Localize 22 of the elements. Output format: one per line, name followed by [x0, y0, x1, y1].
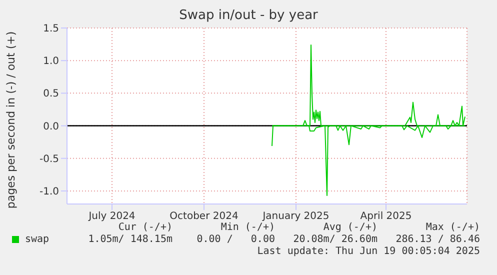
text: 1.05m/ 148.15m [87, 234, 172, 245]
legend-label: swap [25, 234, 50, 245]
text: Last update: Thu Jun 19 00:05:04 2025 [257, 246, 480, 257]
x-tick-label: January 2025 [262, 211, 330, 222]
y-tick-label: -0.5 [39, 154, 59, 165]
text: Max (-/+) [424, 222, 480, 233]
text: Avg (-/+) [322, 222, 378, 233]
y-tick-label: 0.0 [43, 121, 59, 132]
x-tick-label: April 2025 [360, 211, 412, 222]
chart-title: Swap in/out - by year [178, 8, 319, 23]
y-tick-label: 1.5 [43, 24, 59, 35]
x-tick-label: July 2024 [88, 211, 136, 222]
y-tick-label: -1.0 [39, 186, 59, 198]
text: Min (-/+) [220, 222, 275, 233]
text: 20.08m/ 26.60m [292, 234, 378, 245]
text: 286.13 / 86.46 [394, 234, 480, 245]
text: 0.00 / 0.00 [196, 234, 275, 245]
y-axis-title: pages per second in (-) / out (+) [4, 31, 18, 209]
text: Cur (-/+) [117, 222, 172, 233]
x-tick-label: October 2024 [170, 211, 238, 222]
y-tick-label: 1.0 [43, 56, 59, 68]
y-tick-label: 0.5 [43, 88, 59, 100]
